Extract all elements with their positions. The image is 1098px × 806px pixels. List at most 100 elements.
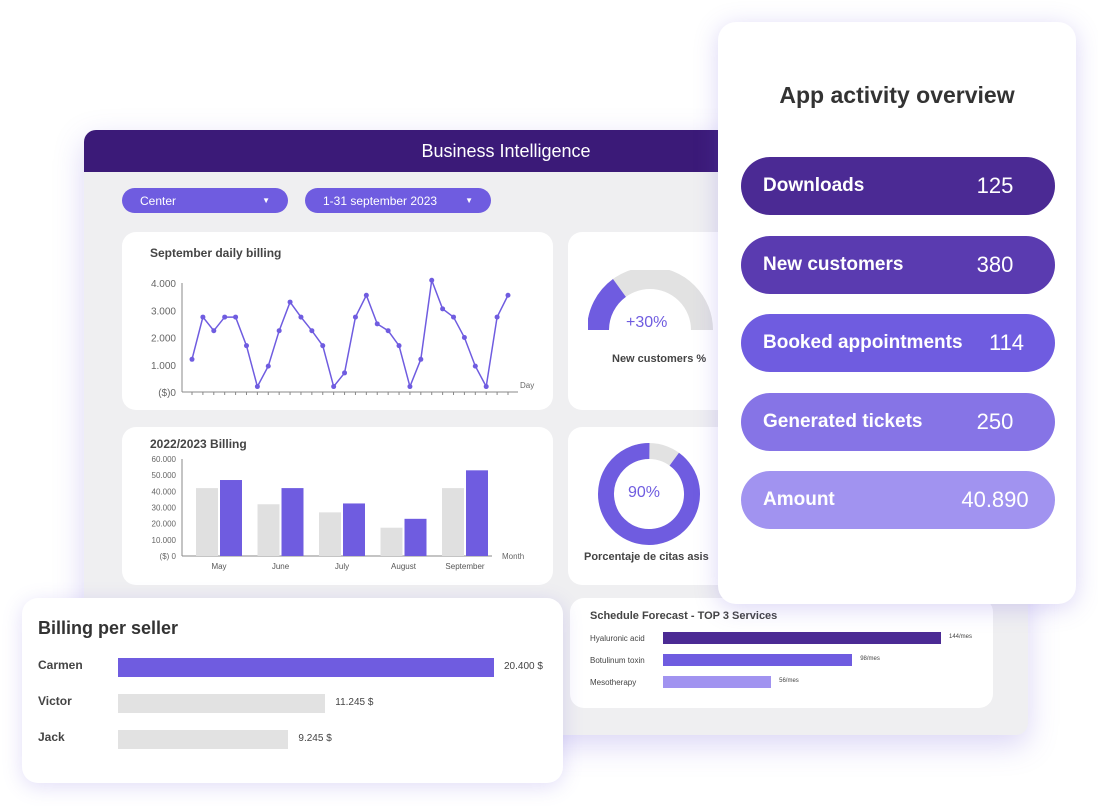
overview-label: Downloads (763, 175, 865, 196)
data-point (385, 328, 391, 334)
donut-value: 90% (628, 484, 661, 501)
overview-item[interactable]: Generated tickets 250 (741, 392, 1055, 451)
data-point (429, 277, 435, 283)
overview-value: 40.890 (961, 487, 1029, 512)
bar (466, 470, 488, 556)
date-dropdown[interactable]: 1-31 september 2023 ▼ (305, 188, 491, 213)
caret-down-icon: ▼ (262, 196, 270, 205)
data-point (472, 363, 478, 369)
overview-label: New customers (763, 253, 904, 275)
data-point (396, 343, 402, 349)
card-title: Billing per seller (38, 618, 179, 638)
daily-billing-chart: ($)0 1.000 2.000 3.000 4.000 Day (151, 277, 534, 399)
schedule-forecast-card: Schedule Forecast - TOP 3 Services Hyalu… (570, 598, 993, 708)
x-tick-label: July (335, 562, 349, 571)
data-point (276, 328, 282, 334)
billing-per-seller-card: Billing per seller Carmen 20.400 $ Victor 1… (22, 598, 563, 783)
y-tick-label: ($) 0 (160, 552, 177, 561)
bar (343, 503, 365, 556)
bar (220, 480, 242, 556)
data-point (505, 292, 511, 298)
data-point (331, 384, 337, 390)
data-point (407, 384, 413, 390)
data-point (320, 343, 326, 349)
y-tick-label: 10.000 (152, 536, 177, 545)
y-tick-label: 20.000 (152, 520, 177, 529)
overview-item[interactable]: Booked appointments 114 (741, 314, 1055, 372)
yearly-billing-card: 2022/2023 Billing ($) 0 10.000 20.000 30.00… (122, 427, 553, 585)
data-point (440, 306, 446, 312)
data-point (222, 314, 228, 320)
attendance-donut (598, 443, 700, 545)
data-point (265, 363, 271, 369)
data-point (243, 343, 249, 349)
data-point (451, 314, 457, 320)
bar (257, 504, 280, 556)
service-label: Mesotherapy (590, 678, 637, 687)
y-tick-label: 50.000 (152, 471, 177, 480)
data-point (494, 314, 500, 320)
data-point (374, 321, 380, 327)
overview-item[interactable]: New customers 380 (741, 235, 1055, 294)
overview-label: Booked appointments (763, 332, 963, 353)
data-point (298, 314, 304, 320)
data-point (342, 370, 348, 376)
service-value: 144/mes (949, 634, 973, 640)
data-point (189, 356, 195, 362)
seller-value: 9.245 $ (298, 733, 332, 744)
seller-bar (118, 730, 289, 749)
data-point (233, 314, 239, 320)
y-tick-label: 1.000 (151, 361, 176, 372)
y-tick-label: ($)0 (158, 388, 176, 399)
service-label: Botulinum toxin (590, 656, 645, 665)
caret-down-icon: ▼ (465, 196, 473, 205)
overview-label: Amount (763, 489, 835, 510)
new-customers-gauge (588, 270, 713, 331)
card-title: Schedule Forecast - TOP 3 Services (590, 610, 778, 622)
y-tick-label: 40.000 (152, 487, 177, 496)
seller-bar (118, 658, 494, 677)
x-tick-label: May (211, 562, 226, 571)
seller-name: Victor (38, 694, 72, 708)
overview-item[interactable]: Amount 40.890 (741, 471, 1055, 529)
donut-label: Porcentaje de citas asis (584, 551, 709, 563)
panel-title: App activity overview (779, 82, 1015, 108)
x-tick-label: September (445, 562, 484, 571)
y-tick-label: 4.000 (151, 279, 176, 290)
date-dropdown-value: 1-31 september 2023 (323, 193, 438, 208)
data-point (418, 356, 424, 362)
overview-value: 114 (988, 330, 1025, 355)
y-tick-label: 2.000 (151, 334, 176, 345)
gauge-value: +30% (626, 314, 668, 331)
overview-value: 250 (976, 408, 1014, 434)
overview-item[interactable]: Downloads 125 (741, 157, 1055, 215)
overview-value: 125 (976, 173, 1014, 198)
seller-value: 11.245 $ (335, 697, 374, 708)
gauge-label: New customers % (612, 353, 707, 365)
bar (380, 527, 403, 556)
dashboard-title: Business Intelligence (421, 140, 591, 161)
app-activity-overview-panel: App activity overview Downloads 125 New cu… (718, 22, 1076, 604)
overview-value: 380 (976, 251, 1014, 277)
service-bar (663, 654, 853, 666)
service-value: 98/mes (860, 656, 880, 662)
data-point (309, 328, 315, 334)
seller-value: 20.400 $ (504, 661, 543, 672)
bar (281, 488, 304, 556)
x-axis-label: Month (502, 552, 524, 561)
y-tick-label: 3.000 (151, 306, 176, 317)
service-bar (663, 632, 941, 644)
center-dropdown-value: Center (140, 193, 177, 208)
card-title: September daily billing (150, 246, 282, 260)
data-point (352, 314, 358, 320)
overview-label: Generated tickets (763, 410, 923, 432)
yearly-billing-chart: ($) 0 10.000 20.000 30.000 40.000 50.000 60.00… (152, 455, 525, 571)
y-tick-label: 60.000 (152, 455, 177, 464)
bar (196, 488, 218, 556)
seller-name: Carmen (38, 658, 83, 672)
bar (319, 512, 341, 556)
center-dropdown[interactable]: Center ▼ (122, 188, 288, 213)
card-title: 2022/2023 Billing (150, 437, 247, 451)
series-line (191, 280, 509, 389)
x-tick-label: June (272, 562, 290, 571)
